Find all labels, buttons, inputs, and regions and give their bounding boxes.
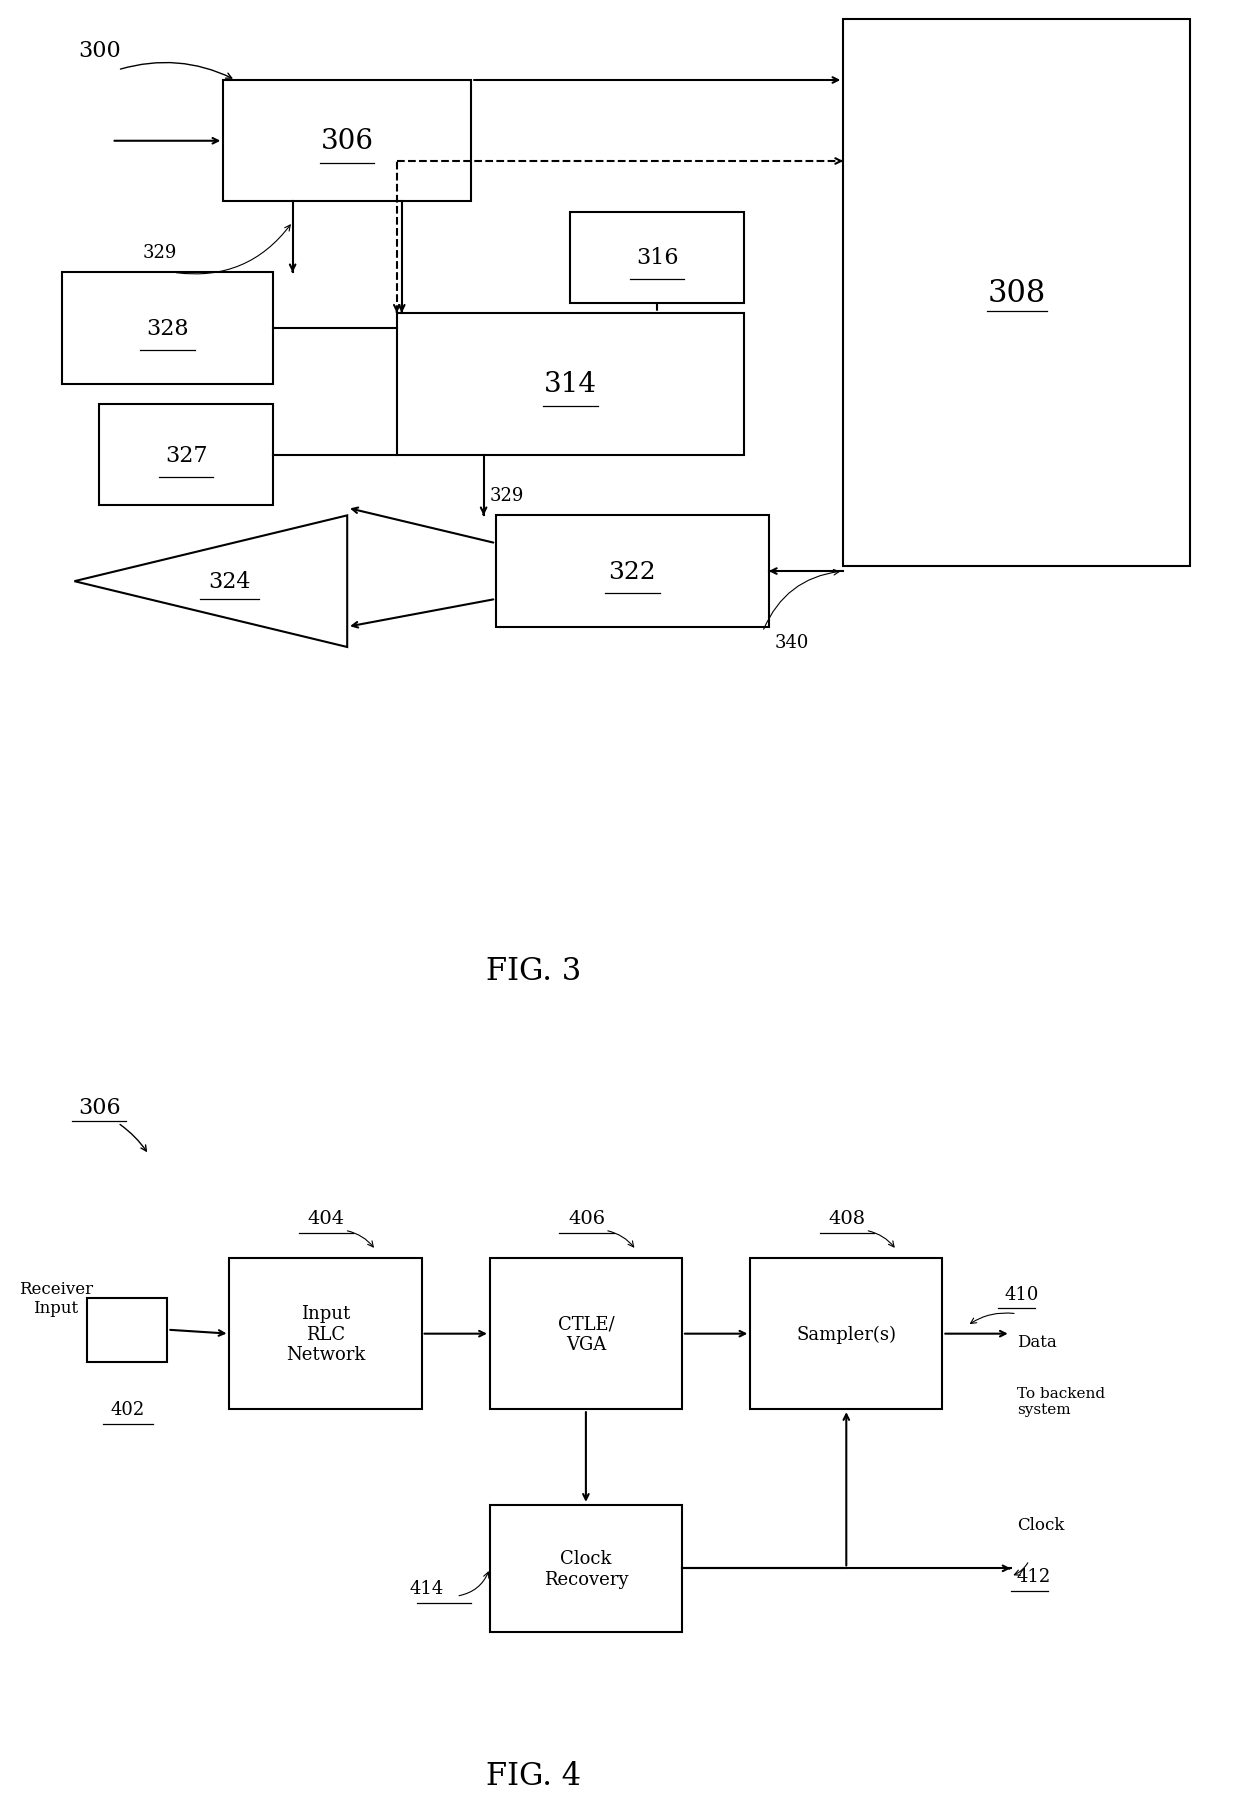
Bar <box>229 1258 422 1409</box>
Text: 306: 306 <box>78 1097 120 1119</box>
Text: 414: 414 <box>409 1579 444 1597</box>
Text: 316: 316 <box>636 248 678 269</box>
Text: 327: 327 <box>165 445 207 466</box>
Bar <box>62 273 273 385</box>
Text: 408: 408 <box>828 1209 866 1227</box>
Bar <box>496 517 769 627</box>
Text: 328: 328 <box>146 318 188 340</box>
Bar <box>223 81 471 202</box>
Text: FIG. 4: FIG. 4 <box>486 1760 580 1791</box>
Text: 324: 324 <box>208 571 250 593</box>
Text: To backend
system: To backend system <box>1017 1386 1105 1417</box>
Bar <box>490 1505 682 1632</box>
Text: 340: 340 <box>775 634 810 652</box>
Text: Input
RLC
Network: Input RLC Network <box>285 1305 366 1364</box>
Bar <box>397 314 744 455</box>
Text: 314: 314 <box>544 370 596 398</box>
Text: 306: 306 <box>321 128 373 155</box>
Text: FIG. 3: FIG. 3 <box>486 956 580 987</box>
Text: 410: 410 <box>1004 1285 1039 1303</box>
Text: Receiver
Input: Receiver Input <box>19 1279 93 1317</box>
Text: CTLE/
VGA: CTLE/ VGA <box>558 1314 614 1353</box>
Bar <box>87 1297 167 1362</box>
Text: 329: 329 <box>490 486 525 504</box>
Bar <box>843 20 1190 567</box>
Bar <box>750 1258 942 1409</box>
Text: Sampler(s): Sampler(s) <box>796 1325 897 1343</box>
Text: 406: 406 <box>568 1209 605 1227</box>
Text: 329: 329 <box>143 244 177 262</box>
Text: Clock
Recovery: Clock Recovery <box>543 1549 629 1588</box>
Text: Data: Data <box>1017 1334 1056 1350</box>
Text: 402: 402 <box>110 1400 145 1418</box>
Text: 412: 412 <box>1017 1567 1052 1585</box>
Text: 300: 300 <box>78 40 120 61</box>
Text: 404: 404 <box>308 1209 345 1227</box>
Text: 322: 322 <box>609 560 656 584</box>
Bar <box>490 1258 682 1409</box>
Bar <box>570 213 744 304</box>
Text: 308: 308 <box>988 278 1045 309</box>
Bar <box>99 405 273 506</box>
Text: Clock: Clock <box>1017 1516 1064 1534</box>
